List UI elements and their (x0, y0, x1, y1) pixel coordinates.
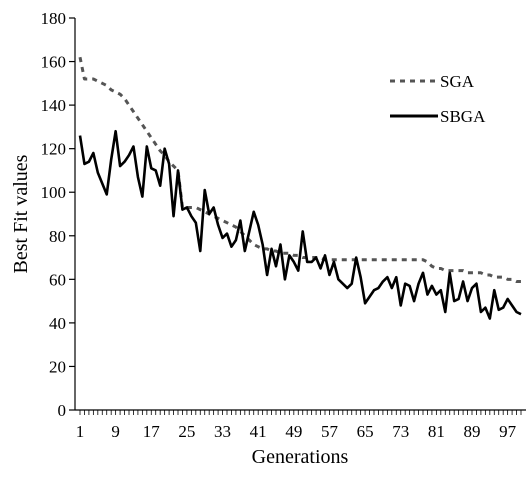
legend: SGA SBGA (390, 72, 486, 126)
x-tick-label: 49 (285, 422, 302, 441)
y-tick-label: 20 (49, 357, 66, 376)
y-tick-label: 40 (49, 314, 66, 333)
y-ticks: 0 20 40 60 80 100 120 140 160 180 (41, 9, 75, 420)
y-tick-label: 160 (41, 53, 67, 72)
y-tick-label: 140 (41, 96, 67, 115)
y-tick-label: 80 (49, 227, 66, 246)
x-tick-label: 73 (392, 422, 409, 441)
x-tick-label: 57 (321, 422, 339, 441)
y-tick-label: 60 (49, 270, 66, 289)
x-tick-label: 89 (464, 422, 481, 441)
x-tick-label: 25 (178, 422, 195, 441)
x-tick-label: 17 (143, 422, 161, 441)
y-tick-label: 180 (41, 9, 67, 28)
series-line-sbga (78, 129, 522, 320)
legend-label-sga: SGA (440, 72, 475, 91)
x-ticks: 1 9 17 25 33 41 49 57 65 73 81 89 97 (76, 410, 522, 441)
series-layer (78, 56, 522, 320)
y-tick-label: 100 (41, 183, 67, 202)
x-tick-label: 33 (214, 422, 231, 441)
y-axis-title: Best Fit values (10, 154, 32, 273)
x-tick-label: 65 (357, 422, 374, 441)
x-tick-label: 1 (76, 422, 85, 441)
y-tick-label: 120 (41, 140, 67, 159)
legend-label-sbga: SBGA (440, 107, 486, 126)
x-tick-label: 97 (499, 422, 517, 441)
y-tick-label: 0 (58, 401, 67, 420)
x-tick-label: 81 (428, 422, 445, 441)
axes (74, 18, 526, 411)
x-tick-label: 9 (111, 422, 120, 441)
x-axis-title: Generations (252, 446, 349, 468)
x-tick-label: 41 (250, 422, 267, 441)
